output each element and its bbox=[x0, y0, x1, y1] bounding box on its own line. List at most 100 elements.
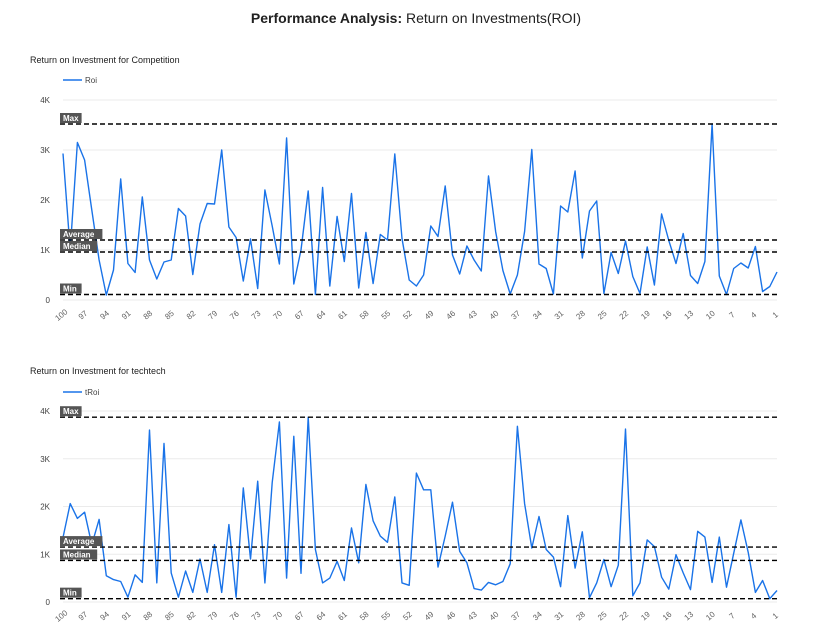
data-point bbox=[271, 481, 273, 483]
data-point bbox=[675, 262, 677, 264]
series-line bbox=[62, 416, 778, 600]
data-point bbox=[660, 213, 662, 215]
data-point bbox=[480, 270, 482, 272]
x-tick-label: 91 bbox=[120, 609, 133, 622]
data-point bbox=[574, 170, 576, 172]
data-point bbox=[567, 211, 569, 213]
x-tick-label: 91 bbox=[120, 308, 133, 321]
x-tick-label: 97 bbox=[77, 609, 90, 622]
x-tick-label: 28 bbox=[574, 609, 587, 622]
data-point bbox=[624, 428, 626, 430]
data-point bbox=[249, 238, 251, 240]
x-tick-label: 49 bbox=[423, 609, 436, 622]
data-point bbox=[574, 567, 576, 569]
x-tick-label: 76 bbox=[228, 609, 241, 622]
data-point bbox=[675, 554, 677, 556]
y-tick-label: 4K bbox=[40, 96, 50, 105]
data-point bbox=[466, 245, 468, 247]
data-point bbox=[444, 535, 446, 537]
reference-label: Min bbox=[63, 285, 77, 294]
y-tick-label: 3K bbox=[40, 455, 50, 464]
data-point bbox=[437, 566, 439, 568]
data-point bbox=[156, 582, 158, 584]
data-point bbox=[62, 152, 64, 154]
data-point bbox=[595, 200, 597, 202]
data-point bbox=[206, 202, 208, 204]
x-tick-label: 16 bbox=[661, 609, 674, 622]
competition-roi-chart: Return on Investment for Competition Roi 0… bbox=[30, 55, 780, 323]
data-point bbox=[134, 271, 136, 273]
reference-label-bg bbox=[60, 113, 82, 123]
x-tick-label: 64 bbox=[315, 609, 328, 622]
x-tick-label: 43 bbox=[466, 308, 479, 321]
data-point bbox=[112, 269, 114, 271]
x-tick-label: 79 bbox=[207, 609, 220, 622]
data-point bbox=[415, 285, 417, 287]
data-point bbox=[581, 257, 583, 259]
data-point bbox=[646, 246, 648, 248]
x-tick-label: 88 bbox=[142, 609, 155, 622]
y-tick-label: 1K bbox=[40, 246, 50, 255]
x-tick-label: 79 bbox=[207, 308, 220, 321]
data-point bbox=[134, 574, 136, 576]
data-point bbox=[264, 582, 266, 584]
data-point bbox=[213, 544, 215, 546]
x-tick-label: 10 bbox=[704, 308, 717, 321]
data-point bbox=[408, 279, 410, 281]
reference-label: Median bbox=[63, 242, 91, 251]
data-point bbox=[170, 572, 172, 574]
data-point bbox=[307, 190, 309, 192]
x-tick-label: 19 bbox=[639, 609, 652, 622]
data-point bbox=[228, 523, 230, 525]
data-point bbox=[689, 588, 691, 590]
data-point bbox=[285, 577, 287, 579]
data-point bbox=[184, 215, 186, 217]
reference-label-bg bbox=[60, 536, 103, 547]
data-point bbox=[581, 531, 583, 533]
reference-label-bg bbox=[60, 406, 82, 417]
data-point bbox=[177, 207, 179, 209]
x-tick-label: 25 bbox=[596, 308, 609, 321]
data-point bbox=[487, 581, 489, 583]
data-point bbox=[184, 570, 186, 572]
data-point bbox=[278, 263, 280, 265]
data-point bbox=[422, 489, 424, 491]
data-point bbox=[458, 550, 460, 552]
data-point bbox=[293, 283, 295, 285]
x-tick-label: 37 bbox=[509, 609, 522, 622]
data-point bbox=[696, 282, 698, 284]
x-tick-label: 58 bbox=[358, 308, 371, 321]
data-point bbox=[480, 589, 482, 591]
techtech-roi-chart: Return on Investment for techtech tRoi 0 1K… bbox=[30, 366, 780, 624]
data-point bbox=[163, 261, 165, 263]
data-point bbox=[718, 275, 720, 277]
data-point bbox=[264, 189, 266, 191]
reference-label: Average bbox=[63, 537, 95, 546]
y-tick-label: 3K bbox=[40, 146, 50, 155]
data-point bbox=[220, 149, 222, 151]
data-point bbox=[141, 581, 143, 583]
data-point bbox=[394, 153, 396, 155]
data-point bbox=[653, 284, 655, 286]
data-point bbox=[170, 259, 172, 261]
y-tick-label: 1K bbox=[40, 550, 50, 559]
x-tick-label: 61 bbox=[336, 308, 349, 321]
data-point bbox=[220, 591, 222, 593]
data-point bbox=[379, 535, 381, 537]
data-point bbox=[733, 267, 735, 269]
x-tick-label: 76 bbox=[228, 308, 241, 321]
data-point bbox=[776, 271, 778, 273]
data-point bbox=[357, 287, 359, 289]
x-tick-label: 70 bbox=[271, 308, 284, 321]
data-point bbox=[473, 259, 475, 261]
data-point bbox=[401, 237, 403, 239]
data-point bbox=[523, 502, 525, 504]
data-point bbox=[632, 275, 634, 277]
data-point bbox=[444, 185, 446, 187]
data-point bbox=[386, 541, 388, 543]
data-point bbox=[242, 280, 244, 282]
data-point bbox=[646, 539, 648, 541]
data-point bbox=[300, 249, 302, 251]
data-point bbox=[516, 425, 518, 427]
data-point bbox=[711, 581, 713, 583]
